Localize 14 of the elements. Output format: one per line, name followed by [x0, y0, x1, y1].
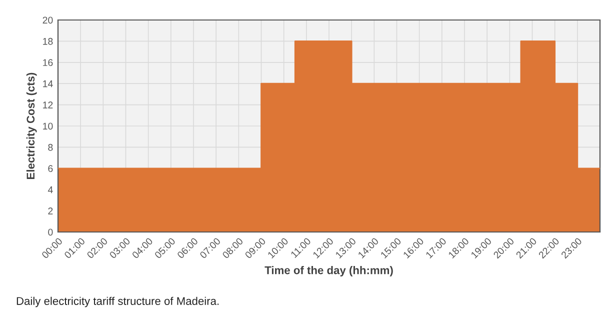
y-tick-label: 6 [48, 165, 53, 172]
x-axis-title: Time of the day (hh:mm) [264, 266, 393, 276]
y-tick-label: 10 [43, 122, 53, 130]
y-tick-label: 0 [48, 228, 53, 236]
text: Daily electricity tariff structure of Madeira. [16, 296, 219, 308]
y-tick-label: 14 [43, 80, 53, 88]
y-tick-label: 20 [42, 16, 53, 24]
y-tick-label: 8 [48, 144, 53, 151]
y-axis-title: Electricity Cost (cts) [26, 72, 37, 179]
y-tick-label: 12 [43, 102, 53, 108]
y-tick-label: 18 [43, 38, 53, 45]
y-tick-label: 2 [48, 208, 53, 214]
y-tick-label: 4 [48, 186, 53, 194]
y-tick-label: 16 [43, 59, 53, 66]
